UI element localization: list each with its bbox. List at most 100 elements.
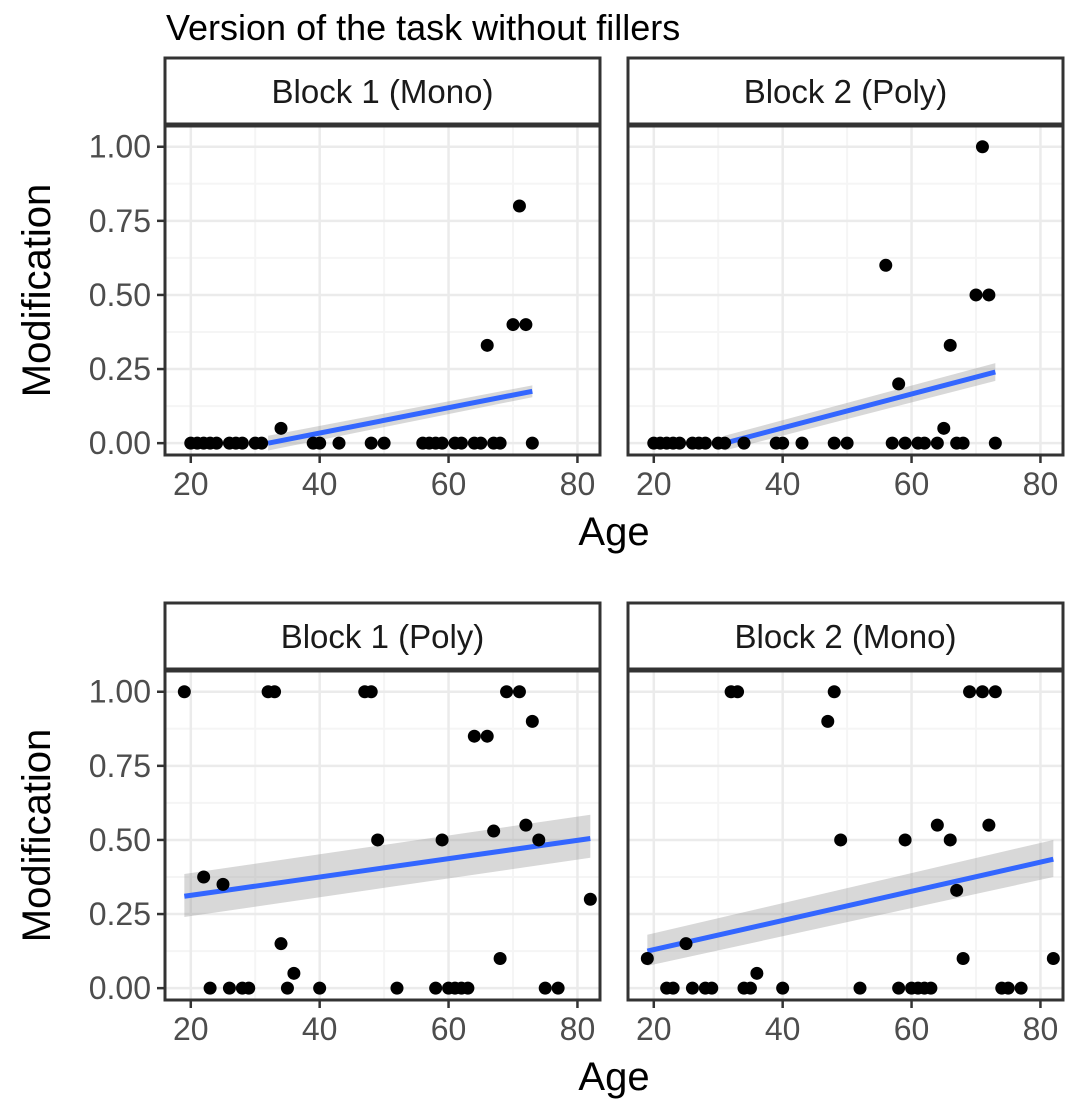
regression-line bbox=[267, 388, 533, 446]
x-axis-title: Age bbox=[578, 1055, 649, 1099]
data-point bbox=[943, 338, 957, 352]
data-point bbox=[454, 436, 468, 450]
panel-background bbox=[628, 671, 1063, 1000]
x-tick-label: 20 bbox=[173, 466, 209, 502]
y-tick-label: 0.50 bbox=[89, 277, 151, 313]
data-point bbox=[390, 981, 404, 995]
facet-strip bbox=[626, 601, 1065, 671]
y-axis-title: Modification bbox=[15, 184, 59, 397]
data-point bbox=[583, 892, 597, 906]
x-axis-title: Age bbox=[578, 510, 649, 554]
data-point bbox=[969, 288, 983, 302]
panel-background bbox=[165, 126, 600, 455]
data-point bbox=[210, 436, 224, 450]
data-point bbox=[551, 981, 565, 995]
x-tick-label: 20 bbox=[636, 1011, 672, 1047]
data-point bbox=[435, 833, 449, 847]
data-point bbox=[885, 436, 899, 450]
data-point bbox=[879, 258, 893, 272]
regression-line bbox=[724, 369, 996, 446]
data-point bbox=[268, 685, 282, 699]
y-tick-label: 1.00 bbox=[89, 674, 151, 710]
data-point bbox=[718, 436, 732, 450]
facet-strip-label: Block 2 (Mono) bbox=[735, 618, 957, 655]
data-point bbox=[750, 966, 764, 980]
facet-strip-label: Block 1 (Poly) bbox=[281, 618, 485, 655]
facet-strip bbox=[626, 56, 1065, 126]
chart-title: Version of the task without fillers bbox=[166, 7, 680, 48]
data-point bbox=[821, 714, 835, 728]
data-point bbox=[280, 981, 294, 995]
data-point bbox=[988, 685, 1002, 699]
data-point bbox=[956, 952, 970, 966]
x-tick-label: 40 bbox=[765, 466, 801, 502]
data-points bbox=[184, 199, 539, 450]
data-point bbox=[666, 981, 680, 995]
x-tick-label: 60 bbox=[431, 1011, 467, 1047]
y-tick-label: 0.25 bbox=[89, 896, 151, 932]
data-points bbox=[640, 685, 1060, 995]
data-points bbox=[647, 140, 1002, 450]
data-point bbox=[197, 870, 211, 884]
panel-border bbox=[163, 669, 602, 1002]
y-tick-label: 1.00 bbox=[89, 129, 151, 165]
data-point bbox=[235, 436, 249, 450]
x-tick-label: 40 bbox=[302, 1011, 338, 1047]
data-point bbox=[1001, 981, 1015, 995]
x-tick-label: 80 bbox=[560, 466, 596, 502]
data-point bbox=[743, 981, 757, 995]
x-tick-label: 80 bbox=[560, 1011, 596, 1047]
facet-panel-block-1-poly: Block 1 (Poly) 20 40 60 80 0.00 0.25 0.50 0.75 1.… bbox=[89, 601, 602, 1047]
x-tick-label: 60 bbox=[431, 466, 467, 502]
chart-row-2: Block 1 (Poly) 20 40 60 80 0.00 0.25 0.50 0.75 1.… bbox=[15, 601, 1065, 1099]
x-tick-label: 40 bbox=[765, 1011, 801, 1047]
data-point bbox=[429, 981, 443, 995]
data-point bbox=[988, 436, 1002, 450]
data-point bbox=[827, 685, 841, 699]
data-point bbox=[853, 981, 867, 995]
data-point bbox=[364, 436, 378, 450]
data-point bbox=[898, 436, 912, 450]
data-point bbox=[975, 685, 989, 699]
data-point bbox=[313, 436, 327, 450]
chart-row-1: Block 1 (Mono) 20 40 60 80 0.00 0.25 0.50 0.75 1.… bbox=[15, 56, 1065, 554]
data-point bbox=[917, 436, 931, 450]
data-point bbox=[177, 685, 191, 699]
data-point bbox=[467, 729, 481, 743]
x-tick-label: 80 bbox=[1023, 1011, 1059, 1047]
data-point bbox=[487, 824, 501, 838]
data-point bbox=[313, 981, 327, 995]
x-tick-label: 60 bbox=[894, 1011, 930, 1047]
data-point bbox=[512, 199, 526, 213]
data-point bbox=[203, 981, 217, 995]
regression-line bbox=[646, 856, 1054, 954]
x-tick-label: 40 bbox=[302, 466, 338, 502]
data-point bbox=[364, 685, 378, 699]
data-point bbox=[776, 436, 790, 450]
data-point bbox=[480, 338, 494, 352]
data-point bbox=[332, 436, 346, 450]
data-point bbox=[480, 729, 494, 743]
x-tick-label: 80 bbox=[1023, 466, 1059, 502]
data-point bbox=[1014, 981, 1028, 995]
data-point bbox=[924, 981, 938, 995]
data-point bbox=[435, 436, 449, 450]
data-point bbox=[377, 436, 391, 450]
data-point bbox=[776, 981, 790, 995]
data-point bbox=[538, 981, 552, 995]
data-point bbox=[731, 685, 745, 699]
data-point bbox=[827, 436, 841, 450]
facet-panel-block-2-poly: Block 2 (Poly) 20 40 60 80 bbox=[626, 56, 1065, 502]
data-point bbox=[532, 833, 546, 847]
facet-strip-label: Block 1 (Mono) bbox=[272, 73, 494, 110]
data-point bbox=[937, 421, 951, 435]
data-point bbox=[930, 436, 944, 450]
x-tick-label: 20 bbox=[173, 1011, 209, 1047]
panel-border bbox=[626, 669, 1065, 1002]
data-point bbox=[982, 288, 996, 302]
y-tick-label: 0.25 bbox=[89, 351, 151, 387]
y-axis-title: Modification bbox=[15, 729, 59, 942]
data-point bbox=[963, 685, 977, 699]
data-point bbox=[892, 377, 906, 391]
